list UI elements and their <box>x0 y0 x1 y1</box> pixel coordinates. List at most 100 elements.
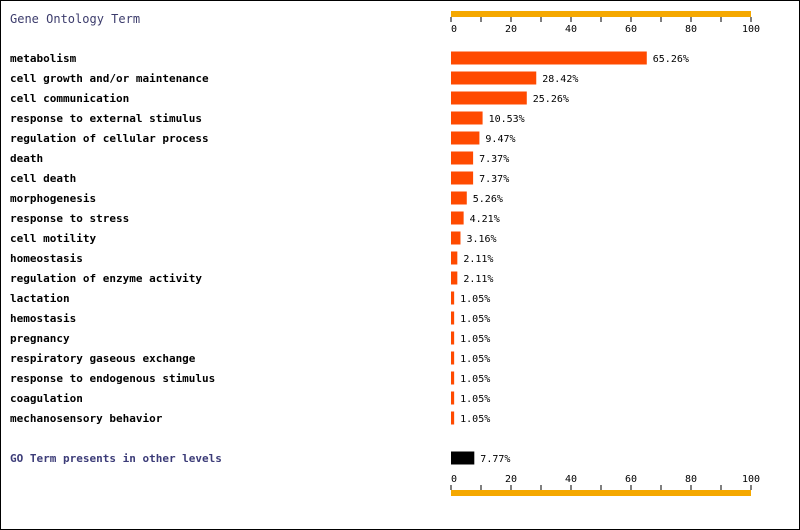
category-label: lactation <box>10 292 70 305</box>
bottom-axis-tick-label: 80 <box>685 474 697 485</box>
bottom-axis-tick-label: 20 <box>505 474 517 485</box>
value-label: 1.05% <box>460 314 490 325</box>
value-label: 1.05% <box>460 354 490 365</box>
top-axis-bar <box>451 11 751 17</box>
bar-row: cell communication 25.26% <box>10 91 569 105</box>
bottom-axis-bar <box>451 490 751 496</box>
bar <box>451 271 458 285</box>
bar <box>451 71 537 85</box>
bar <box>451 151 474 165</box>
bar <box>451 311 455 325</box>
bar <box>451 331 455 345</box>
value-label: 1.05% <box>460 414 490 425</box>
value-label: 7.37% <box>479 154 509 165</box>
bar <box>451 191 467 205</box>
bottom-axis: 0 20 40 60 80 100 <box>450 474 760 496</box>
bar-row: hemostasis 1.05% <box>10 311 490 325</box>
value-label: 65.26% <box>653 54 689 65</box>
value-label: 1.05% <box>460 394 490 405</box>
value-label: 5.26% <box>473 194 503 205</box>
category-label: pregnancy <box>10 332 70 345</box>
top-axis-tick-label: 20 <box>505 24 517 35</box>
bar-row: lactation 1.05% <box>10 291 490 305</box>
category-label: response to stress <box>10 212 129 225</box>
other-levels-row: GO Term presents in other levels 7.77% <box>10 451 510 465</box>
bar <box>451 251 458 265</box>
category-label: coagulation <box>10 392 83 405</box>
bar-row: metabolism 65.26% <box>10 51 689 65</box>
bar <box>451 391 455 405</box>
bar-row: respiratory gaseous exchange 1.05% <box>10 351 490 365</box>
bar <box>451 51 647 65</box>
bar <box>451 231 461 245</box>
category-label: cell death <box>10 172 76 185</box>
bar-row: response to endogenous stimulus 1.05% <box>10 371 490 385</box>
bar-rows: metabolism 65.26% cell growth and/or maint… <box>10 51 689 425</box>
category-label: regulation of enzyme activity <box>10 272 202 285</box>
bottom-axis-tick-label: 100 <box>742 474 760 485</box>
bar-row: morphogenesis 5.26% <box>10 191 503 205</box>
bottom-axis-tick-label: 0 <box>451 474 457 485</box>
bar <box>451 351 455 365</box>
bar <box>451 111 483 125</box>
bar <box>451 371 455 385</box>
category-label: cell communication <box>10 92 129 105</box>
other-levels-value-label: 7.77% <box>480 454 510 465</box>
bar <box>451 171 474 185</box>
category-label: response to endogenous stimulus <box>10 372 215 385</box>
bar-row: mechanosensory behavior 1.05% <box>10 411 490 425</box>
category-label: homeostasis <box>10 252 83 265</box>
category-label: death <box>10 152 43 165</box>
top-axis-tick-label: 60 <box>625 24 637 35</box>
bar-row: regulation of cellular process 9.47% <box>10 131 516 145</box>
category-label: hemostasis <box>10 312 76 325</box>
top-axis-tick-label: 100 <box>742 24 760 35</box>
category-label: cell motility <box>10 232 96 245</box>
bar-row: cell motility 3.16% <box>10 231 497 245</box>
bottom-axis-tick-label: 40 <box>565 474 577 485</box>
value-label: 28.42% <box>542 74 578 85</box>
category-label: response to external stimulus <box>10 112 202 125</box>
bar <box>451 91 527 105</box>
value-label: 3.16% <box>466 234 496 245</box>
value-label: 1.05% <box>460 374 490 385</box>
bar <box>451 131 480 145</box>
category-label: respiratory gaseous exchange <box>10 352 196 365</box>
category-label: cell growth and/or maintenance <box>10 72 209 85</box>
other-levels-bar <box>451 451 475 465</box>
value-label: 2.11% <box>463 254 493 265</box>
top-axis-tick-label: 0 <box>451 24 457 35</box>
value-label: 9.47% <box>485 134 515 145</box>
value-label: 2.11% <box>463 274 493 285</box>
bar <box>451 411 455 425</box>
bottom-axis-tick-label: 60 <box>625 474 637 485</box>
bar-row: response to external stimulus 10.53% <box>10 111 525 125</box>
value-label: 7.37% <box>479 174 509 185</box>
bar <box>451 291 455 305</box>
value-label: 1.05% <box>460 294 490 305</box>
category-label: metabolism <box>10 52 77 65</box>
bar <box>451 211 464 225</box>
chart-title: Gene Ontology Term <box>10 12 140 26</box>
top-axis: 0 20 40 60 80 100 <box>450 11 760 35</box>
value-label: 1.05% <box>460 334 490 345</box>
bar-row: coagulation 1.05% <box>10 391 490 405</box>
bar-row: pregnancy 1.05% <box>10 331 490 345</box>
bar-row: cell growth and/or maintenance 28.42% <box>10 71 578 85</box>
category-label: regulation of cellular process <box>10 132 209 145</box>
category-label: morphogenesis <box>10 192 96 205</box>
value-label: 4.21% <box>470 214 500 225</box>
bar-row: death 7.37% <box>10 151 509 165</box>
value-label: 25.26% <box>533 94 569 105</box>
bar-row: regulation of enzyme activity 2.11% <box>10 271 493 285</box>
bar-row: response to stress 4.21% <box>10 211 500 225</box>
top-axis-tick-label: 80 <box>685 24 697 35</box>
top-axis-tick-label: 40 <box>565 24 577 35</box>
category-label: mechanosensory behavior <box>10 412 163 425</box>
other-levels-label: GO Term presents in other levels <box>10 452 222 465</box>
value-label: 10.53% <box>489 114 525 125</box>
bar-row: cell death 7.37% <box>10 171 509 185</box>
bar-row: homeostasis 2.11% <box>10 251 493 265</box>
